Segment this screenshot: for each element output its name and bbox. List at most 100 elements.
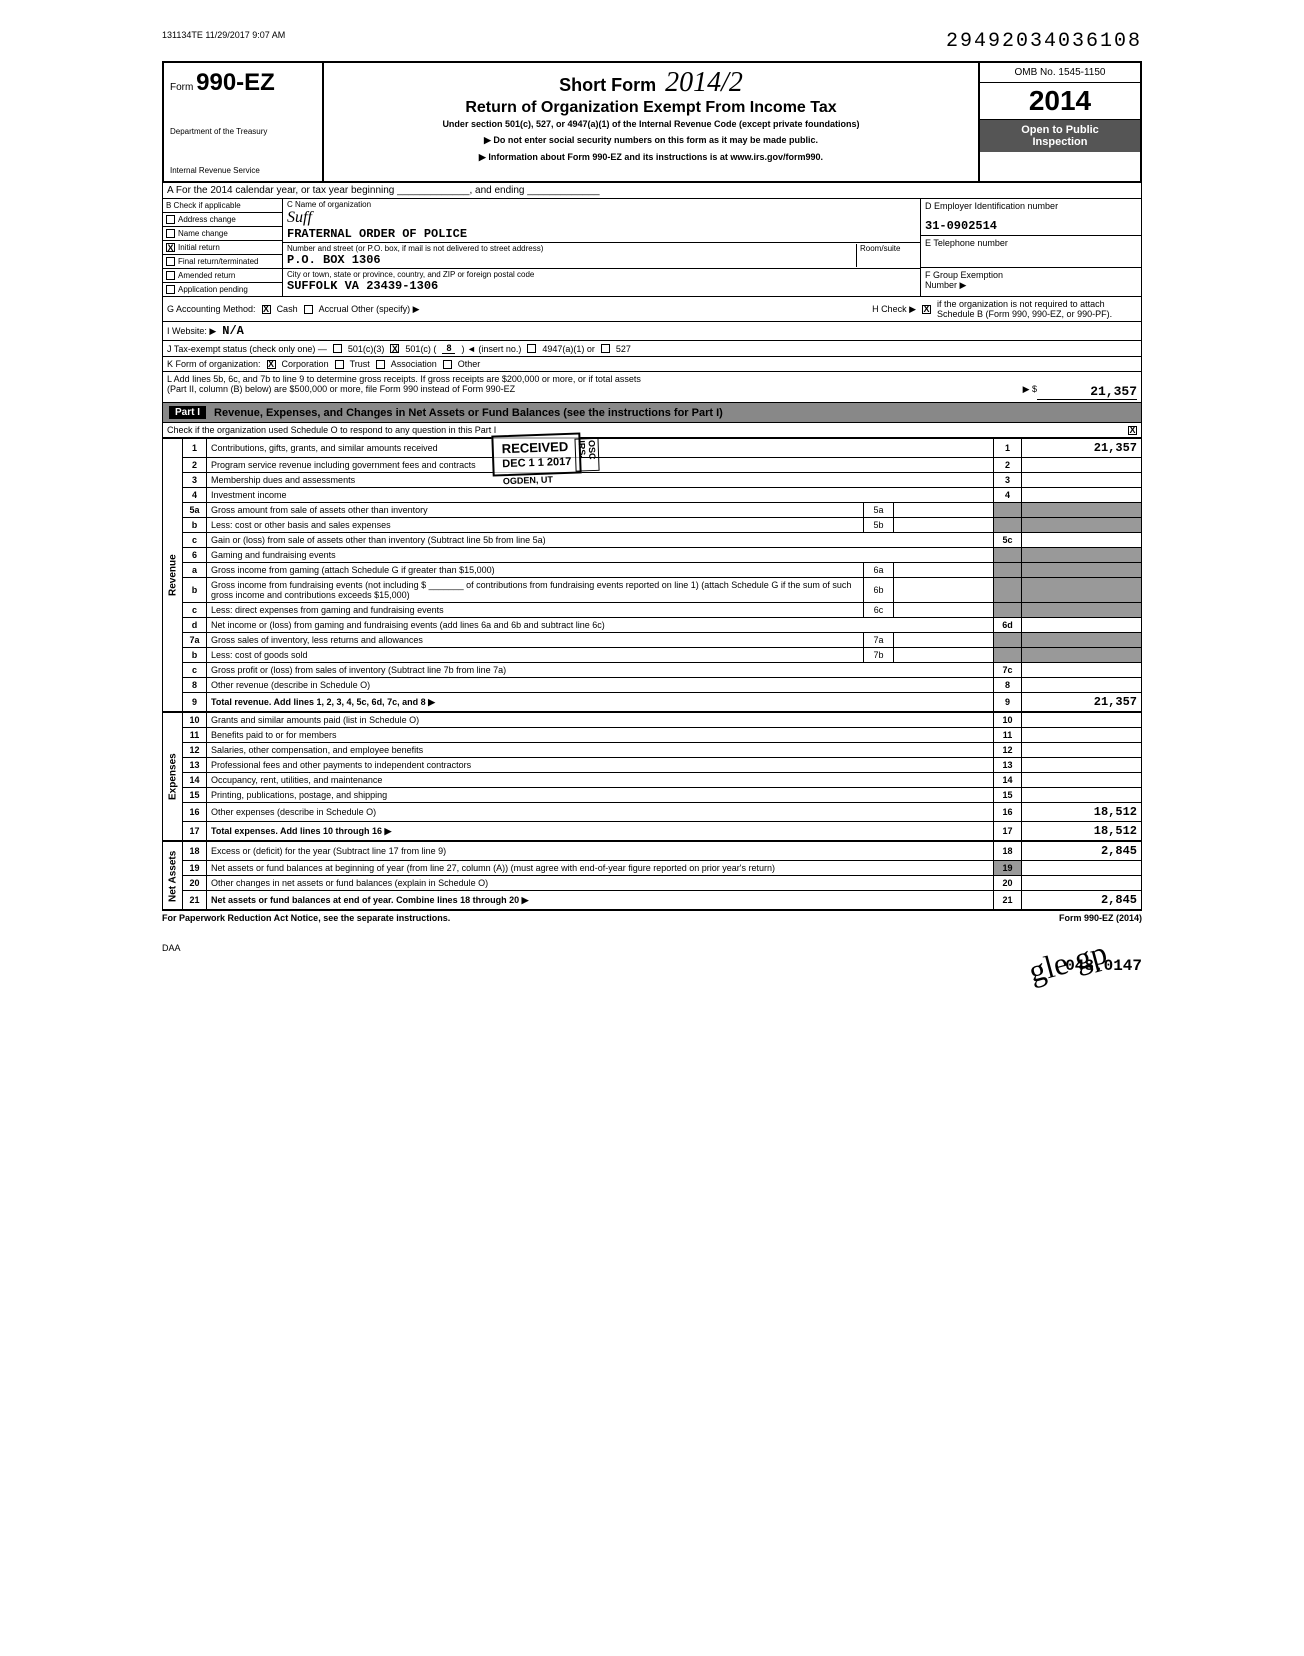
amount-value: 18,512 <box>1022 803 1142 822</box>
check-final-label: Final return/terminated <box>178 257 258 266</box>
dept-irs: Internal Revenue Service <box>170 166 316 175</box>
instruction-2: ▶ Information about Form 990-EZ and its … <box>328 152 974 163</box>
line-description: Gross income from fundraising events (no… <box>207 578 864 603</box>
sub-line-value <box>894 648 994 663</box>
table-row: 15Printing, publications, postage, and s… <box>163 788 1142 803</box>
amount-value <box>1022 861 1142 876</box>
check-other[interactable] <box>443 360 452 369</box>
check-assoc[interactable] <box>376 360 385 369</box>
line-number: 10 <box>183 713 207 728</box>
line-description: Occupancy, rent, utilities, and maintena… <box>207 773 994 788</box>
line-description: Investment income <box>207 488 994 503</box>
line-description: Gross income from gaming (attach Schedul… <box>207 563 864 578</box>
line-description: Other revenue (describe in Schedule O) <box>207 678 994 693</box>
check-cash[interactable]: X <box>262 305 271 314</box>
insert-label: ) ◄ (insert no.) <box>461 344 521 354</box>
stamp-irs: IRS-OSC <box>575 438 600 472</box>
amount-value <box>1022 876 1142 891</box>
table-row: cGross profit or (loss) from sales of in… <box>163 663 1142 678</box>
timestamp: 131134TE 11/29/2017 9:07 AM <box>162 30 285 40</box>
result-line-number: 14 <box>994 773 1022 788</box>
check-trust[interactable] <box>335 360 344 369</box>
result-line-number: 9 <box>994 693 1022 712</box>
amount-value <box>1022 758 1142 773</box>
subtitle: Under section 501(c), 527, or 4947(a)(1)… <box>328 119 974 129</box>
table-row: 2Program service revenue including gover… <box>163 458 1142 473</box>
table-row: 11Benefits paid to or for members11 <box>163 728 1142 743</box>
line-number: 7a <box>183 633 207 648</box>
table-row: 6Gaming and fundraising events <box>163 548 1142 563</box>
check-4947[interactable] <box>527 344 536 353</box>
amount-value <box>1022 618 1142 633</box>
check-527[interactable] <box>601 344 610 353</box>
line-num-shaded <box>994 518 1022 533</box>
table-row: 12Salaries, other compensation, and empl… <box>163 743 1142 758</box>
check-corp[interactable]: X <box>267 360 276 369</box>
check-501c[interactable]: X <box>390 344 399 353</box>
part1-label: Part I <box>169 406 206 419</box>
expenses-side-label: Expenses <box>163 713 183 841</box>
check-accrual[interactable] <box>304 305 313 314</box>
check-amended[interactable] <box>166 271 175 280</box>
line-description: Less: cost of goods sold <box>207 648 864 663</box>
line-number: c <box>183 663 207 678</box>
line-description: Less: cost or other basis and sales expe… <box>207 518 864 533</box>
line-number: 1 <box>183 439 207 458</box>
public-line1: Open to Public <box>984 124 1136 136</box>
check-name-label: Name change <box>178 229 228 238</box>
result-line-number: 18 <box>994 842 1022 861</box>
table-row: Expenses10Grants and similar amounts pai… <box>163 713 1142 728</box>
check-initial[interactable]: X <box>166 243 175 252</box>
line-number: 3 <box>183 473 207 488</box>
check-amended-label: Amended return <box>178 271 235 280</box>
tax-year: 2014 <box>980 83 1140 120</box>
org-address: P.O. BOX 1306 <box>287 253 856 267</box>
table-row: 4Investment income4 <box>163 488 1142 503</box>
trust-label: Trust <box>350 359 370 369</box>
footer-notice: For Paperwork Reduction Act Notice, see … <box>162 913 450 923</box>
line-description: Gross sales of inventory, less returns a… <box>207 633 864 648</box>
line-description: Professional fees and other payments to … <box>207 758 994 773</box>
check-address[interactable] <box>166 215 175 224</box>
section-a: A For the 2014 calendar year, or tax yea… <box>162 183 1142 199</box>
sub-line-number: 7b <box>864 648 894 663</box>
cash-label: Cash <box>277 304 298 314</box>
amount-value <box>1022 788 1142 803</box>
amount-shaded <box>1022 503 1142 518</box>
check-501c3[interactable] <box>333 344 342 353</box>
amount-value: 21,357 <box>1022 693 1142 712</box>
corp-label: Corporation <box>282 359 329 369</box>
result-line-number: 4 <box>994 488 1022 503</box>
line-num-shaded <box>994 548 1022 563</box>
result-line-number: 2 <box>994 458 1022 473</box>
other-label: Other <box>458 359 481 369</box>
group-exemption-number: Number ▶ <box>925 280 1137 291</box>
table-row: 5aGross amount from sale of assets other… <box>163 503 1142 518</box>
table-row: 20Other changes in net assets or fund ba… <box>163 876 1142 891</box>
result-line-number: 10 <box>994 713 1022 728</box>
line-number: 8 <box>183 678 207 693</box>
amount-value <box>1022 533 1142 548</box>
part1-check[interactable]: X <box>1128 426 1137 435</box>
line-num-shaded <box>994 503 1022 518</box>
amount-shaded <box>1022 518 1142 533</box>
table-row: 7aGross sales of inventory, less returns… <box>163 633 1142 648</box>
amount-value <box>1022 773 1142 788</box>
check-app[interactable] <box>166 285 175 294</box>
line-number: 9 <box>183 693 207 712</box>
check-h[interactable]: X <box>922 305 931 314</box>
table-row: Revenue1Contributions, gifts, grants, an… <box>163 439 1142 458</box>
line-number: 5a <box>183 503 207 518</box>
line-k: K Form of organization: <box>167 359 261 369</box>
ein-value: 31-0902514 <box>925 219 1137 233</box>
sub-line-number: 6c <box>864 603 894 618</box>
sub-line-number: 6a <box>864 563 894 578</box>
dept-treasury: Department of the Treasury <box>170 127 316 136</box>
check-final[interactable] <box>166 257 175 266</box>
amount-value: 21,357 <box>1022 439 1142 458</box>
line-description: Benefits paid to or for members <box>207 728 994 743</box>
check-initial-label: Initial return <box>178 243 220 252</box>
check-name[interactable] <box>166 229 175 238</box>
line-description: Program service revenue including govern… <box>207 458 994 473</box>
amount-shaded <box>1022 578 1142 603</box>
